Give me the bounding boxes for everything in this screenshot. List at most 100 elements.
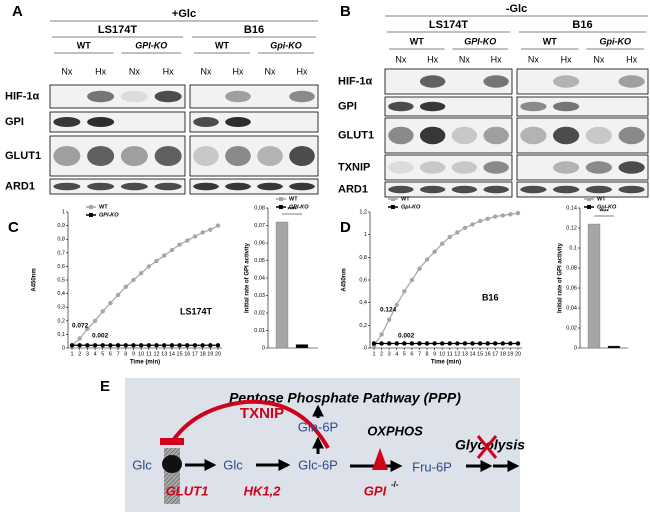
- data-point: [108, 300, 113, 306]
- data-point: [154, 343, 159, 348]
- genotype-label: Gpi-KO: [270, 40, 302, 50]
- legend-swatch: [391, 205, 395, 209]
- y-tick-label: 0,1: [57, 332, 65, 338]
- x-tick-label: 13: [462, 351, 468, 357]
- transporter: [162, 455, 182, 473]
- x-tick-label: 2: [78, 351, 81, 357]
- data-point: [208, 343, 213, 348]
- band: [419, 101, 446, 112]
- x-tick-label: 3: [86, 351, 89, 357]
- blot: [516, 181, 649, 198]
- data-point: [440, 241, 445, 246]
- band: [553, 161, 580, 174]
- band: [483, 75, 509, 88]
- band: [154, 90, 182, 103]
- y-axis-label: A450nm: [32, 268, 38, 291]
- band: [553, 101, 580, 112]
- data-point: [146, 264, 152, 269]
- data-point: [470, 222, 475, 227]
- data-point: [432, 249, 437, 254]
- genotype-label: WT: [410, 36, 424, 46]
- data-point: [455, 230, 460, 235]
- gene-label: GLUT1: [166, 483, 209, 498]
- band: [520, 185, 547, 194]
- band: [419, 75, 446, 88]
- metabolite: Glc: [223, 457, 243, 472]
- protein-label: GLUT1: [5, 150, 41, 162]
- band: [451, 161, 478, 174]
- oxygen-label: Hx: [427, 54, 438, 64]
- x-tick-label: 15: [177, 351, 183, 357]
- band: [553, 185, 580, 194]
- x-tick-label: 7: [117, 351, 120, 357]
- x-tick-label: 17: [492, 351, 498, 357]
- data-point: [115, 343, 121, 348]
- genotype-label: WT: [543, 36, 557, 46]
- band: [289, 146, 315, 166]
- data-point: [477, 218, 483, 224]
- x-tick-label: 5: [101, 351, 104, 357]
- oxygen-label: Hx: [233, 66, 244, 76]
- y-axis-label: Initial rate of GPI activity: [558, 242, 564, 313]
- data-point: [493, 214, 498, 219]
- data-point: [138, 271, 144, 276]
- significance-label: ****: [287, 208, 297, 214]
- x-tick-label: 2: [380, 351, 383, 357]
- data-point: [77, 343, 82, 348]
- inhibition-bar: [160, 438, 184, 445]
- y-axis-label: Initial rate of GPI activity: [245, 242, 251, 313]
- data-point: [515, 341, 521, 346]
- data-point: [485, 216, 490, 221]
- protein-label: ARD1: [338, 183, 368, 195]
- band: [520, 101, 547, 112]
- x-tick-label: 10: [439, 351, 445, 357]
- series-line: [373, 212, 519, 347]
- band: [154, 146, 182, 166]
- data-point: [169, 247, 175, 253]
- block-cross: [476, 435, 498, 459]
- protein-label: GLUT1: [338, 129, 374, 141]
- data-point: [508, 341, 513, 346]
- bar: [275, 221, 289, 349]
- gpi-block: [372, 448, 388, 470]
- protein-label: GPI: [5, 116, 24, 128]
- data-point: [462, 341, 468, 346]
- gene-label: HK1,2: [244, 483, 282, 498]
- data-point: [215, 343, 221, 348]
- legend-label: WT: [99, 204, 108, 210]
- series-line: [71, 225, 219, 346]
- y-tick-label: 0,06: [254, 240, 265, 246]
- data-point: [432, 341, 437, 346]
- x-tick-label: 13: [161, 351, 167, 357]
- y-tick-label: 0,3: [57, 305, 65, 311]
- y-tick-label: 0,9: [57, 223, 65, 229]
- band: [618, 126, 645, 145]
- y-tick-label: 0,08: [254, 205, 265, 211]
- cell-line-label: LS174T: [429, 19, 468, 31]
- data-point: [131, 277, 136, 283]
- data-point: [447, 341, 452, 346]
- x-tick-label: 7: [418, 351, 421, 357]
- band: [520, 126, 547, 145]
- annotation: 0.124: [380, 307, 397, 314]
- band: [451, 185, 478, 194]
- x-tick-label: 12: [153, 351, 159, 357]
- oxygen-label: Hx: [163, 66, 174, 76]
- protein-label: ARD1: [5, 180, 35, 192]
- blot: [516, 96, 649, 117]
- data-point: [185, 343, 190, 348]
- x-tick-label: 14: [469, 351, 475, 357]
- band: [483, 185, 509, 194]
- data-point: [92, 318, 98, 323]
- data-point: [115, 292, 121, 298]
- band: [120, 146, 148, 166]
- data-point: [485, 341, 490, 346]
- y-tick-label: 0,02: [254, 310, 265, 316]
- genotype-label: WT: [215, 40, 229, 50]
- band: [585, 185, 612, 194]
- data-point: [200, 343, 205, 348]
- txnip-label: TXNIP: [240, 405, 284, 422]
- oxygen-label: Nx: [459, 54, 470, 64]
- data-point: [123, 343, 128, 348]
- band: [618, 185, 645, 194]
